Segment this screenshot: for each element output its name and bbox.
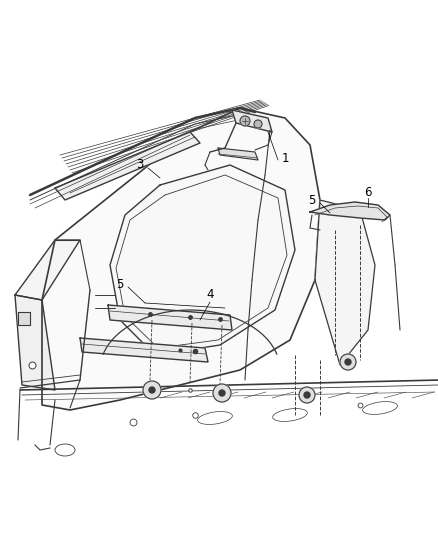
- Circle shape: [240, 116, 250, 126]
- Text: 4: 4: [206, 288, 214, 302]
- Circle shape: [254, 120, 262, 128]
- Polygon shape: [15, 240, 80, 300]
- Circle shape: [213, 384, 231, 402]
- Polygon shape: [42, 108, 320, 410]
- Text: 5: 5: [308, 193, 316, 206]
- Polygon shape: [310, 202, 390, 220]
- Circle shape: [149, 387, 155, 393]
- Circle shape: [219, 390, 225, 396]
- Polygon shape: [108, 305, 232, 330]
- Polygon shape: [232, 110, 272, 132]
- Polygon shape: [218, 148, 258, 160]
- Text: 5: 5: [117, 279, 124, 292]
- Polygon shape: [18, 312, 30, 325]
- Polygon shape: [15, 295, 55, 390]
- Circle shape: [299, 387, 315, 403]
- Polygon shape: [110, 165, 295, 355]
- Text: 1: 1: [281, 151, 289, 165]
- Circle shape: [304, 392, 310, 398]
- Polygon shape: [55, 132, 200, 200]
- Circle shape: [345, 359, 351, 365]
- Text: 6: 6: [364, 185, 372, 198]
- Circle shape: [143, 381, 161, 399]
- Polygon shape: [315, 200, 375, 365]
- Polygon shape: [80, 338, 208, 362]
- Text: 3: 3: [136, 158, 144, 172]
- Circle shape: [340, 354, 356, 370]
